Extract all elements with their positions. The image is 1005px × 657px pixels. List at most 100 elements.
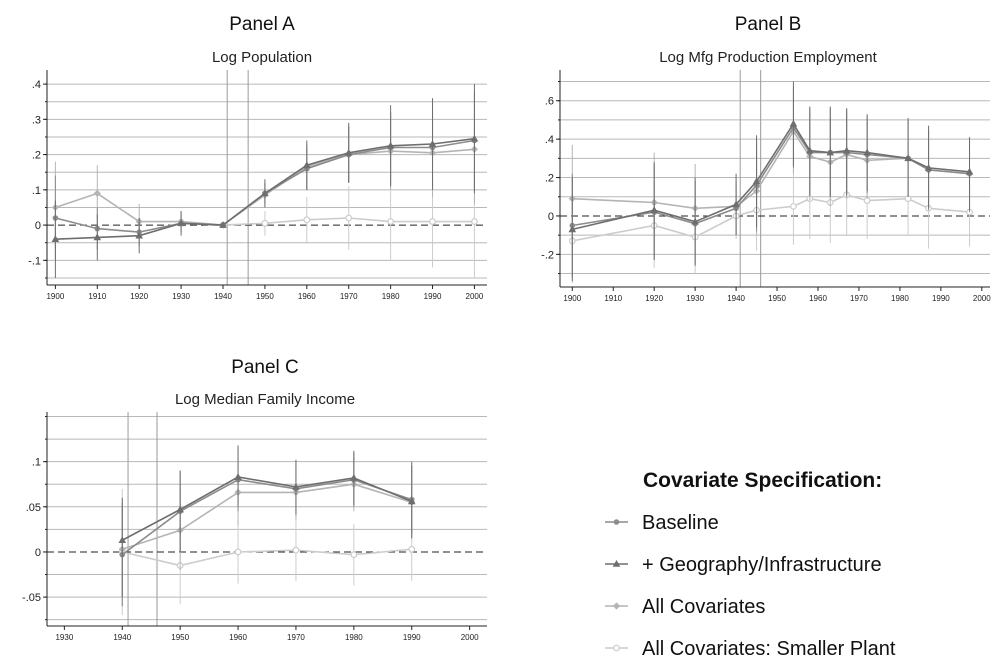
data-point — [752, 177, 761, 185]
data-point — [261, 219, 269, 227]
data-point — [51, 235, 60, 242]
x-tick-label: 1980 — [382, 292, 400, 301]
x-tick-label: 2000 — [461, 633, 479, 642]
data-point — [303, 216, 311, 224]
data-point — [904, 154, 912, 162]
x-tick-label: 1930 — [172, 292, 190, 301]
series-1 — [119, 448, 415, 607]
legend: Covariate Specification: Baseline + Geogr… — [605, 469, 896, 657]
x-tick-label: 1960 — [229, 633, 247, 642]
x-tick-label: 1950 — [171, 633, 189, 642]
legend-marker — [612, 560, 621, 567]
data-point — [789, 119, 798, 127]
series-line — [122, 548, 412, 567]
data-point — [344, 148, 353, 156]
series-2 — [118, 445, 416, 598]
data-point — [345, 214, 353, 222]
x-tick-label: 2000 — [466, 292, 484, 301]
data-point — [806, 146, 814, 154]
legend-label: All Covariates: Smaller Plant — [642, 638, 896, 657]
y-tick-label: -.2 — [541, 249, 554, 261]
x-tick-label: 1980 — [891, 294, 909, 303]
series-line — [122, 483, 412, 550]
data-point — [135, 231, 143, 239]
data-point — [350, 551, 358, 559]
data-point — [219, 221, 227, 228]
data-point — [428, 140, 437, 147]
data-point — [118, 536, 127, 544]
panel-c-plot: -.05 0 .05 .1 1930 1940 1950 1960 1970 1980 1990 20… — [22, 412, 487, 642]
legend-item: All Covariates — [605, 596, 765, 618]
panel-b-plot: -.2 0 .2 .4 .6 1900 1910 1920 1930 1940 1950 1960 19… — [541, 70, 991, 303]
series-1 — [569, 85, 973, 278]
data-point — [732, 200, 740, 208]
data-point — [350, 473, 358, 481]
data-point — [826, 148, 835, 156]
y-tick-label: .05 — [26, 502, 41, 514]
legend-item: Baseline — [605, 512, 719, 534]
x-tick-label: 1900 — [563, 294, 581, 303]
y-tick-label: .6 — [545, 96, 554, 108]
legend-label: + Geography/Infrastructure — [642, 554, 882, 576]
panel-b: Panel B Log Mfg Production Employment -.… — [541, 14, 991, 303]
series-3 — [118, 457, 416, 607]
legend-item: All Covariates: Smaller Plant — [605, 638, 896, 657]
legend-item: + Geography/Infrastructure — [605, 554, 882, 576]
y-tick-label: .1 — [32, 185, 41, 197]
x-tick-label: 1990 — [403, 633, 421, 642]
series-line — [572, 122, 970, 231]
series-line — [121, 478, 412, 556]
legend-marker — [612, 602, 621, 610]
x-tick-label: 1970 — [287, 633, 305, 642]
series-2 — [51, 84, 479, 278]
series-line — [572, 126, 970, 227]
data-point — [261, 189, 269, 197]
data-point — [471, 218, 478, 225]
y-tick-label: .1 — [32, 457, 41, 469]
y-tick-label: .2 — [32, 150, 41, 162]
x-tick-label: 1970 — [340, 292, 358, 301]
x-tick-label: 1910 — [604, 294, 622, 303]
data-point — [650, 206, 658, 213]
panel-b-subtitle: Log Mfg Production Employment — [659, 49, 877, 66]
data-point — [93, 189, 101, 197]
data-point — [407, 497, 416, 505]
panel-c-subtitle: Log Median Family Income — [175, 391, 355, 408]
series-2 — [568, 81, 974, 282]
legend-marker — [613, 519, 620, 525]
data-point — [386, 141, 395, 149]
x-tick-label: 1960 — [809, 294, 827, 303]
data-point — [863, 148, 871, 156]
y-tick-label: .4 — [32, 79, 41, 91]
x-tick-label: 1970 — [850, 294, 868, 303]
x-tick-label: 1950 — [768, 294, 786, 303]
data-point — [303, 161, 311, 168]
data-point — [408, 545, 416, 553]
x-tick-label: 1980 — [345, 633, 363, 642]
data-point — [176, 505, 184, 513]
x-tick-label: 2000 — [973, 294, 991, 303]
data-point — [429, 218, 436, 225]
x-tick-label: 1920 — [130, 292, 148, 301]
x-tick-label: 1910 — [88, 292, 106, 301]
series-line — [121, 476, 413, 541]
y-tick-label: -.05 — [22, 592, 41, 604]
series-4 — [219, 168, 478, 278]
x-tick-label: 1990 — [424, 292, 442, 301]
series-4 — [568, 154, 973, 284]
y-tick-label: .3 — [32, 114, 41, 126]
data-point — [387, 218, 395, 225]
data-point — [568, 225, 577, 233]
data-point — [177, 219, 185, 227]
x-tick-label: 1920 — [645, 294, 663, 303]
x-tick-label: 1940 — [214, 292, 232, 301]
legend-marker — [613, 644, 620, 652]
x-tick-label: 1930 — [686, 294, 704, 303]
data-point — [965, 167, 974, 175]
x-tick-label: 1960 — [298, 292, 316, 301]
panel-a-subtitle: Log Population — [212, 49, 312, 66]
y-tick-label: 0 — [35, 547, 41, 559]
x-tick-label: 1940 — [727, 294, 745, 303]
data-point — [691, 217, 699, 225]
